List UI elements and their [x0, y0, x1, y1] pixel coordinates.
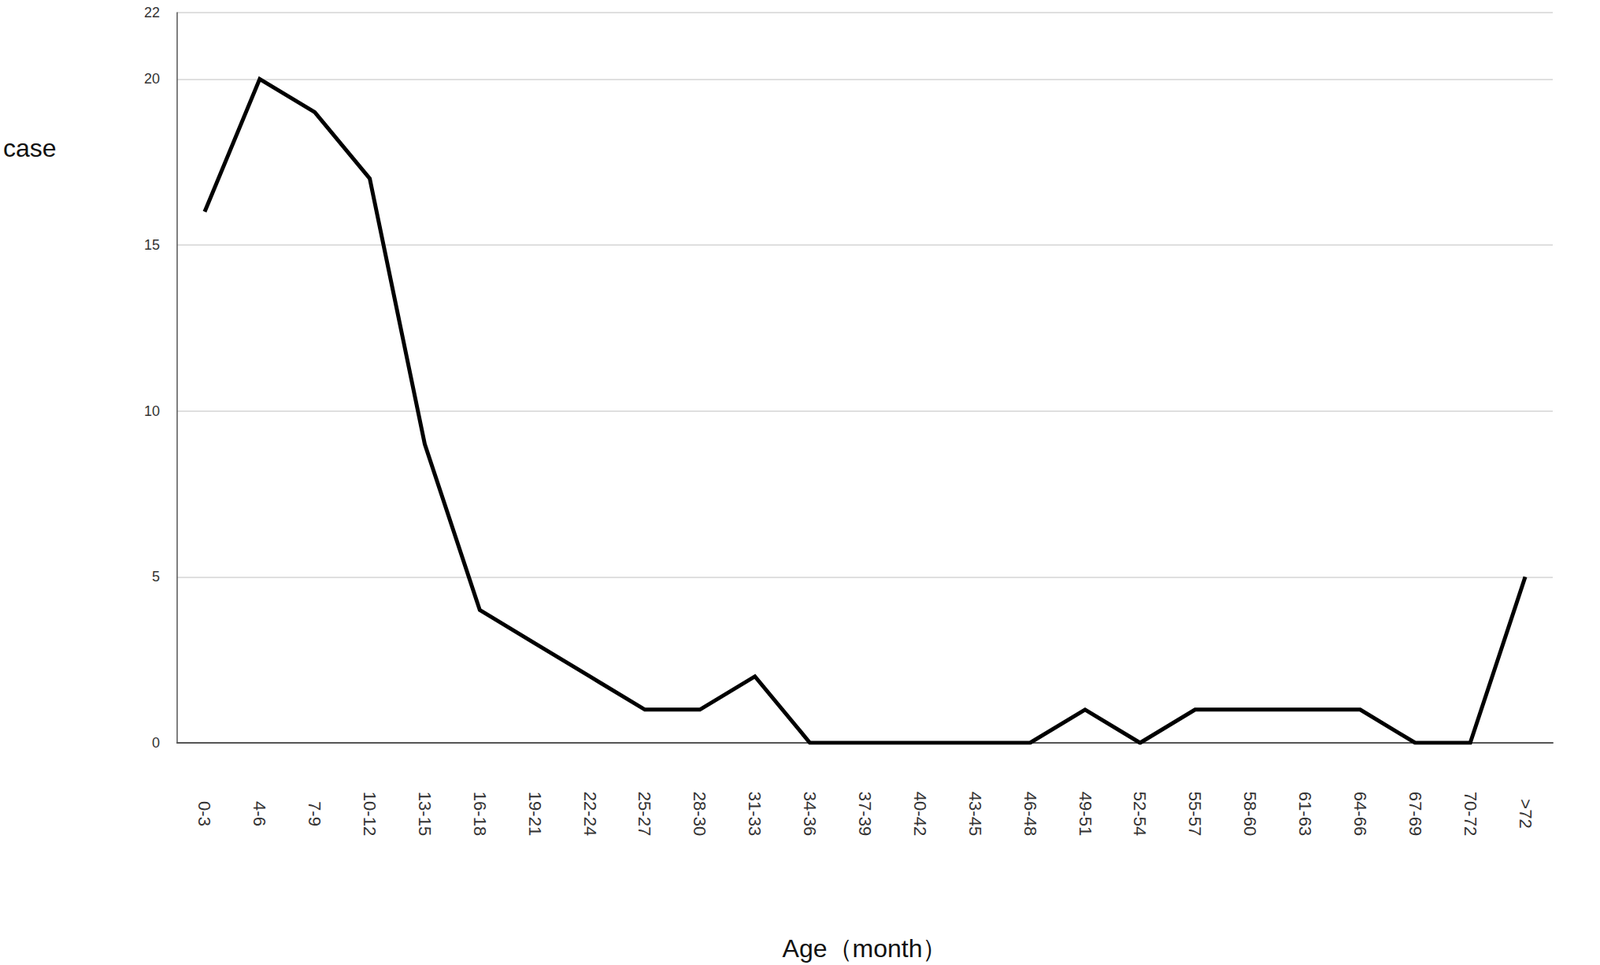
svg-text:4-6: 4-6	[249, 800, 270, 826]
svg-text:7-9: 7-9	[304, 800, 325, 826]
svg-text:28-30: 28-30	[689, 791, 710, 836]
svg-text:Age（month）: Age（month）	[782, 933, 949, 963]
svg-text:43-45: 43-45	[965, 791, 986, 836]
svg-text:31-33: 31-33	[744, 791, 765, 836]
svg-text:64-66: 64-66	[1350, 791, 1371, 836]
svg-text:5: 5	[151, 568, 160, 585]
svg-text:46-48: 46-48	[1020, 791, 1041, 836]
svg-text:37-39: 37-39	[855, 791, 875, 836]
svg-text:19-21: 19-21	[525, 791, 545, 836]
svg-text:22-24: 22-24	[580, 791, 600, 836]
svg-text:0-3: 0-3	[194, 800, 215, 826]
svg-text:70-72: 70-72	[1460, 791, 1481, 836]
svg-text:61-63: 61-63	[1295, 791, 1315, 836]
svg-text:25-27: 25-27	[634, 791, 655, 836]
svg-text:10: 10	[144, 403, 160, 419]
svg-text:40-42: 40-42	[910, 791, 930, 836]
svg-text:49-51: 49-51	[1075, 791, 1096, 836]
svg-text:20: 20	[144, 70, 160, 87]
svg-text:10-12: 10-12	[359, 791, 380, 836]
svg-text:0: 0	[151, 734, 160, 751]
svg-text:16-18: 16-18	[470, 791, 490, 836]
svg-text:67-69: 67-69	[1405, 791, 1426, 836]
svg-text:15: 15	[144, 237, 160, 253]
svg-text:>72: >72	[1515, 798, 1536, 828]
svg-text:22: 22	[144, 4, 160, 21]
svg-text:34-36: 34-36	[800, 791, 820, 836]
svg-text:52-54: 52-54	[1129, 791, 1150, 836]
svg-text:13-15: 13-15	[414, 791, 435, 836]
svg-text:58-60: 58-60	[1240, 791, 1260, 836]
svg-text:case: case	[3, 133, 57, 163]
svg-text:55-57: 55-57	[1185, 791, 1205, 836]
